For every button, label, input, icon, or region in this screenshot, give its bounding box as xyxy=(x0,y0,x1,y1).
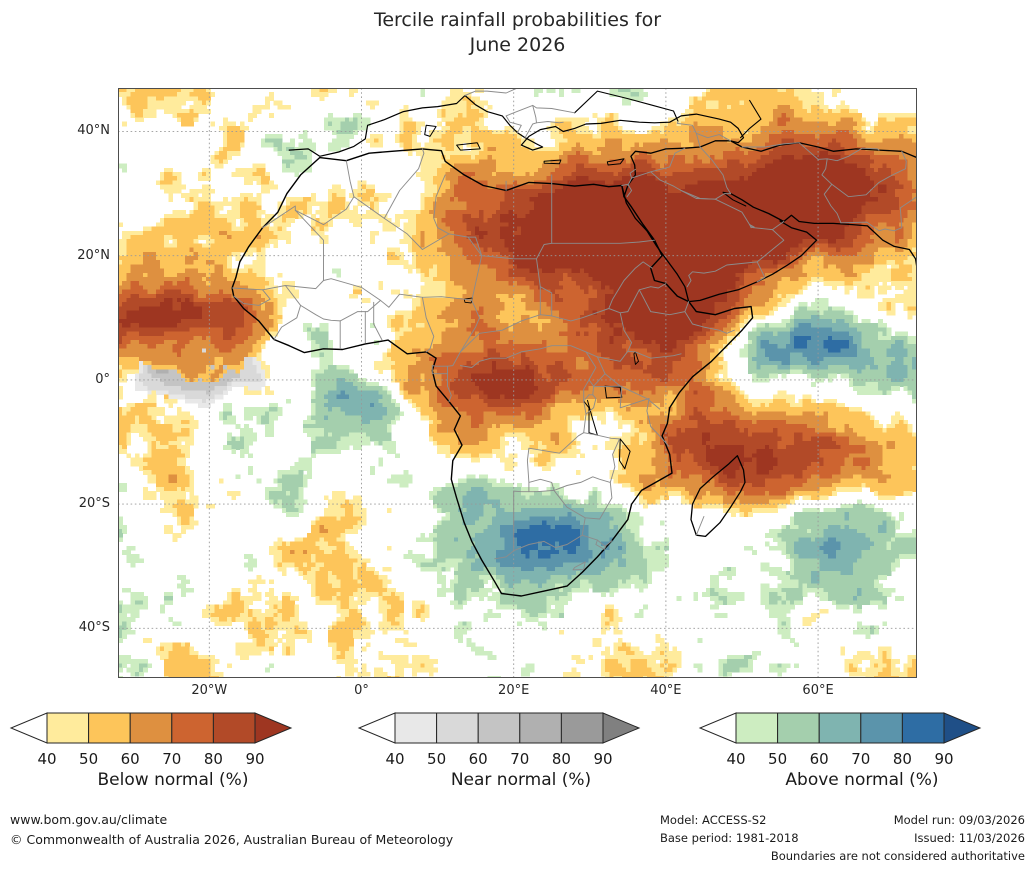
lon-tick-0: 20°W xyxy=(191,683,228,698)
colorbar-above-swatches xyxy=(698,712,982,744)
title-line-1: Tercile rainfall probabilities for xyxy=(373,9,662,31)
page-title: Tercile rainfall probabilities for June … xyxy=(0,8,1035,58)
colorbar-below-tick-70: 70 xyxy=(162,750,182,768)
colorbar-near-tick-80: 80 xyxy=(551,750,571,768)
footer-left: www.bom.gov.au/climate © Commonwealth of… xyxy=(10,810,453,850)
lon-tick-3: 40°E xyxy=(650,683,682,698)
colorbar-below-tick-40: 40 xyxy=(37,750,57,768)
lon-tick-1: 0° xyxy=(354,683,369,698)
footer-issued: Issued: 11/03/2026 xyxy=(914,831,1025,845)
lat-tick-1: 20°N xyxy=(77,247,110,263)
colorbar-near-normal[interactable]: 40 50 60 70 80 90 Near normal (%) xyxy=(356,706,686,790)
lat-tick-0: 40°N xyxy=(77,123,110,139)
map-frame xyxy=(118,88,917,678)
footer-copyright: © Commonwealth of Australia 2026, Austra… xyxy=(10,832,454,847)
colorbar-near-tick-90: 90 xyxy=(593,750,613,768)
colorbar-near-tick-50: 50 xyxy=(427,750,447,768)
colorbar-above-normal[interactable]: 40 50 60 70 80 90 Above normal (%) xyxy=(697,706,1027,790)
colorbar-below-tick-80: 80 xyxy=(203,750,223,768)
probability-field xyxy=(118,88,917,678)
colorbar-above-tick-70: 70 xyxy=(851,750,871,768)
colorbar-near-label: Near normal (%) xyxy=(450,770,592,790)
map-gridlines xyxy=(118,88,917,678)
colorbar-below-normal[interactable]: 40 50 60 70 80 90 Below normal (%) xyxy=(8,706,338,790)
colorbar-below-tick-60: 60 xyxy=(120,750,140,768)
colorbar-near-tick-70: 70 xyxy=(510,750,530,768)
footer-model-run: Model run: 09/03/2026 xyxy=(893,813,1025,827)
colorbar-above-ticks: 40 50 60 70 80 90 xyxy=(697,750,1027,770)
colorbar-near-tick-60: 60 xyxy=(468,750,488,768)
colorbar-below-label: Below normal (%) xyxy=(97,770,249,790)
lat-tick-3: 20°S xyxy=(78,496,110,512)
footer-website[interactable]: www.bom.gov.au/climate xyxy=(10,812,168,827)
colorbar-above-label: Above normal (%) xyxy=(785,770,939,790)
lat-tick-4: 40°S xyxy=(78,620,110,636)
footer-base-period: Base period: 1981-2018 xyxy=(660,831,799,845)
colorbar-below-tick-50: 50 xyxy=(79,750,99,768)
colorbar-below-swatches xyxy=(9,712,293,744)
lon-tick-4: 60°E xyxy=(802,683,834,698)
lon-tick-2: 20°E xyxy=(498,683,530,698)
colorbar-above-tick-40: 40 xyxy=(726,750,746,768)
colorbar-near-tick-40: 40 xyxy=(385,750,405,768)
colorbar-above-tick-50: 50 xyxy=(768,750,788,768)
colorbar-below-tick-90: 90 xyxy=(245,750,265,768)
colorbar-near-swatches xyxy=(357,712,641,744)
footer-disclaimer: Boundaries are not considered authoritat… xyxy=(770,849,1025,863)
colorbar-above-tick-80: 80 xyxy=(892,750,912,768)
colorbar-below-ticks: 40 50 60 70 80 90 xyxy=(8,750,338,770)
colorbar-near-ticks: 40 50 60 70 80 90 xyxy=(356,750,686,770)
lat-tick-2: 0° xyxy=(95,371,110,387)
colorbar-above-tick-60: 60 xyxy=(809,750,829,768)
footer-model: Model: ACCESS-S2 xyxy=(660,813,767,827)
colorbar-above-tick-90: 90 xyxy=(934,750,954,768)
map-panel[interactable] xyxy=(118,88,917,678)
probability-map xyxy=(118,88,917,678)
title-line-2: June 2026 xyxy=(469,34,566,56)
map-geography xyxy=(231,88,917,597)
footer-right: Model: ACCESS-S2 Model run: 09/03/2026 B… xyxy=(600,811,1025,865)
